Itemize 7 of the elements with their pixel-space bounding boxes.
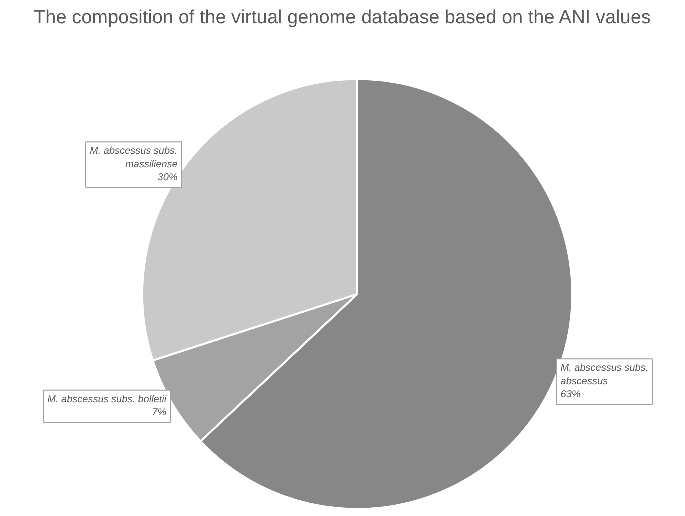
slice-label: M. abscessus subs. bolletii [48, 394, 168, 406]
data-label: 30% [158, 172, 178, 184]
chart-title: The composition of the virtual genome database based on the ANI values [34, 8, 651, 28]
data-label: 63% [560, 389, 581, 400]
slice-label: M. abscessus subs. abscessus [560, 363, 649, 388]
slice-label: M. abscessus subs. massiliense [90, 146, 178, 170]
data-label: 7% [152, 408, 167, 419]
